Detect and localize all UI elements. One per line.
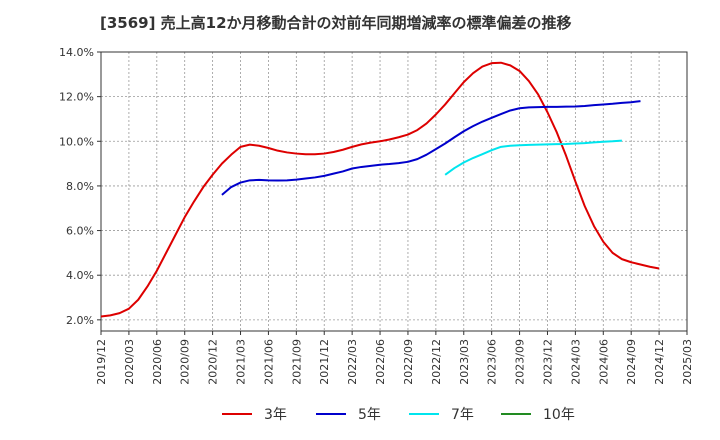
x-tick-label: 2021/12 [318,339,331,385]
y-axis-ticks: 2.0% 4.0% 6.0% 8.0% 10.0% 12.0% 14.0% [59,46,101,327]
plot-frame [100,51,688,332]
series-lines [100,61,660,318]
series-line-1 [221,100,641,196]
x-tick-label: 2019/12 [95,339,108,385]
x-tick-label: 2021/09 [290,339,303,385]
legend-label-2: 7年 [451,407,474,423]
x-tick-label: 2023/03 [458,339,471,385]
x-tick-label: 2022/09 [402,339,415,385]
x-tick-label: 2020/12 [207,339,220,385]
y-tick-label: 14.0% [59,46,94,59]
x-tick-label: 2025/03 [681,339,694,385]
y-tick-label: 2.0% [66,314,94,327]
x-axis-ticks: 2019/12 2020/03 2020/06 2020/09 2020/12 2021/… [95,331,694,385]
x-tick-label: 2023/12 [541,339,554,385]
x-tick-label: 2022/06 [374,339,387,385]
y-tick-label: 12.0% [59,91,94,104]
legend: 3年 5年 7年 10年 [222,407,575,423]
x-tick-label: 2020/09 [179,339,192,385]
x-tick-label: 2024/09 [625,339,638,385]
x-tick-label: 2024/03 [569,339,582,385]
y-tick-label: 4.0% [66,269,94,282]
series-line-0 [100,61,660,318]
x-tick-label: 2020/06 [151,339,164,385]
x-tick-label: 2024/12 [653,339,666,385]
y-tick-label: 6.0% [66,225,94,238]
x-tick-label: 2022/03 [346,339,359,385]
grid [101,51,687,331]
legend-label-0: 3年 [264,407,287,423]
x-tick-label: 2022/12 [430,339,443,385]
legend-label-1: 5年 [358,407,381,423]
chart-title: [3569] 売上高12か月移動合計の対前年同期増減率の標準偏差の推移 [100,14,572,32]
x-tick-label: 2020/03 [123,339,136,385]
y-tick-label: 8.0% [66,180,94,193]
x-tick-label: 2021/03 [235,339,248,385]
x-tick-label: 2023/09 [514,339,527,385]
y-tick-label: 10.0% [59,135,94,148]
x-tick-label: 2024/06 [597,339,610,385]
legend-label-3: 10年 [543,407,575,423]
x-tick-label: 2021/06 [262,339,275,385]
series-line-2 [444,139,622,176]
x-tick-label: 2023/06 [486,339,499,385]
